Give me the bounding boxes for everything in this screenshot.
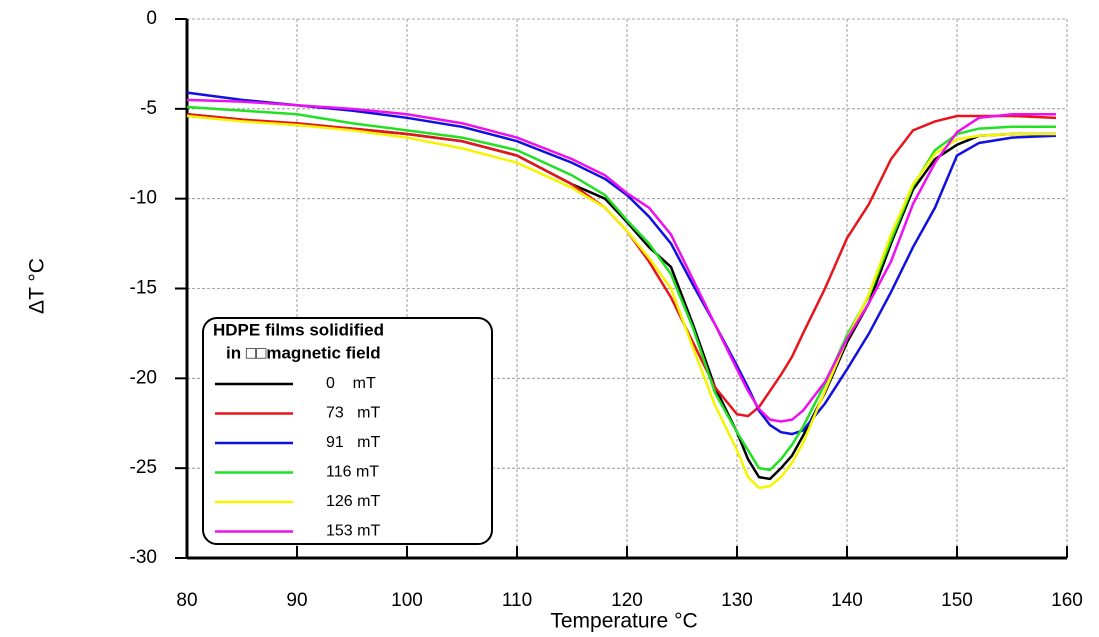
- legend-label: 0 mT: [326, 375, 376, 392]
- x-tick-label: 80: [176, 590, 197, 611]
- y-tick-label: -20: [130, 367, 157, 388]
- y-tick-label: -25: [130, 457, 157, 478]
- legend-title: in □□magnetic field: [226, 343, 381, 362]
- x-tick-label: 150: [941, 590, 973, 611]
- legend-label: 153 mT: [326, 523, 380, 540]
- series-line: [186, 114, 1056, 490]
- legend-label: 126 mT: [326, 493, 380, 510]
- x-tick-label: 110: [502, 590, 532, 611]
- legend-label: 116 mT: [326, 464, 379, 481]
- x-tick-label: 130: [721, 590, 753, 611]
- x-axis-label: Temperature °C: [550, 610, 697, 633]
- x-tick-label: 160: [1051, 590, 1083, 611]
- y-tick-label: -30: [130, 547, 157, 568]
- y-tick-label: -15: [130, 278, 157, 299]
- y-tick-label: -5: [140, 98, 157, 119]
- y-tick-label: 0: [146, 8, 157, 29]
- y-tick-label: -10: [130, 188, 157, 209]
- legend-title: HDPE films solidified: [213, 320, 384, 339]
- y-axis-label: ΔT °C: [26, 258, 49, 314]
- series-line: [186, 112, 1057, 418]
- x-tick-label: 120: [611, 590, 643, 611]
- legend-label: 73 mT: [326, 405, 380, 422]
- x-tick-label: 100: [391, 590, 423, 611]
- legend-label: 91 mT: [326, 434, 380, 451]
- x-tick-label: 140: [831, 590, 863, 611]
- series-line: [186, 98, 1056, 423]
- x-tick-label: 90: [286, 590, 307, 611]
- legend-box: [202, 317, 493, 545]
- series-line: [186, 91, 1057, 436]
